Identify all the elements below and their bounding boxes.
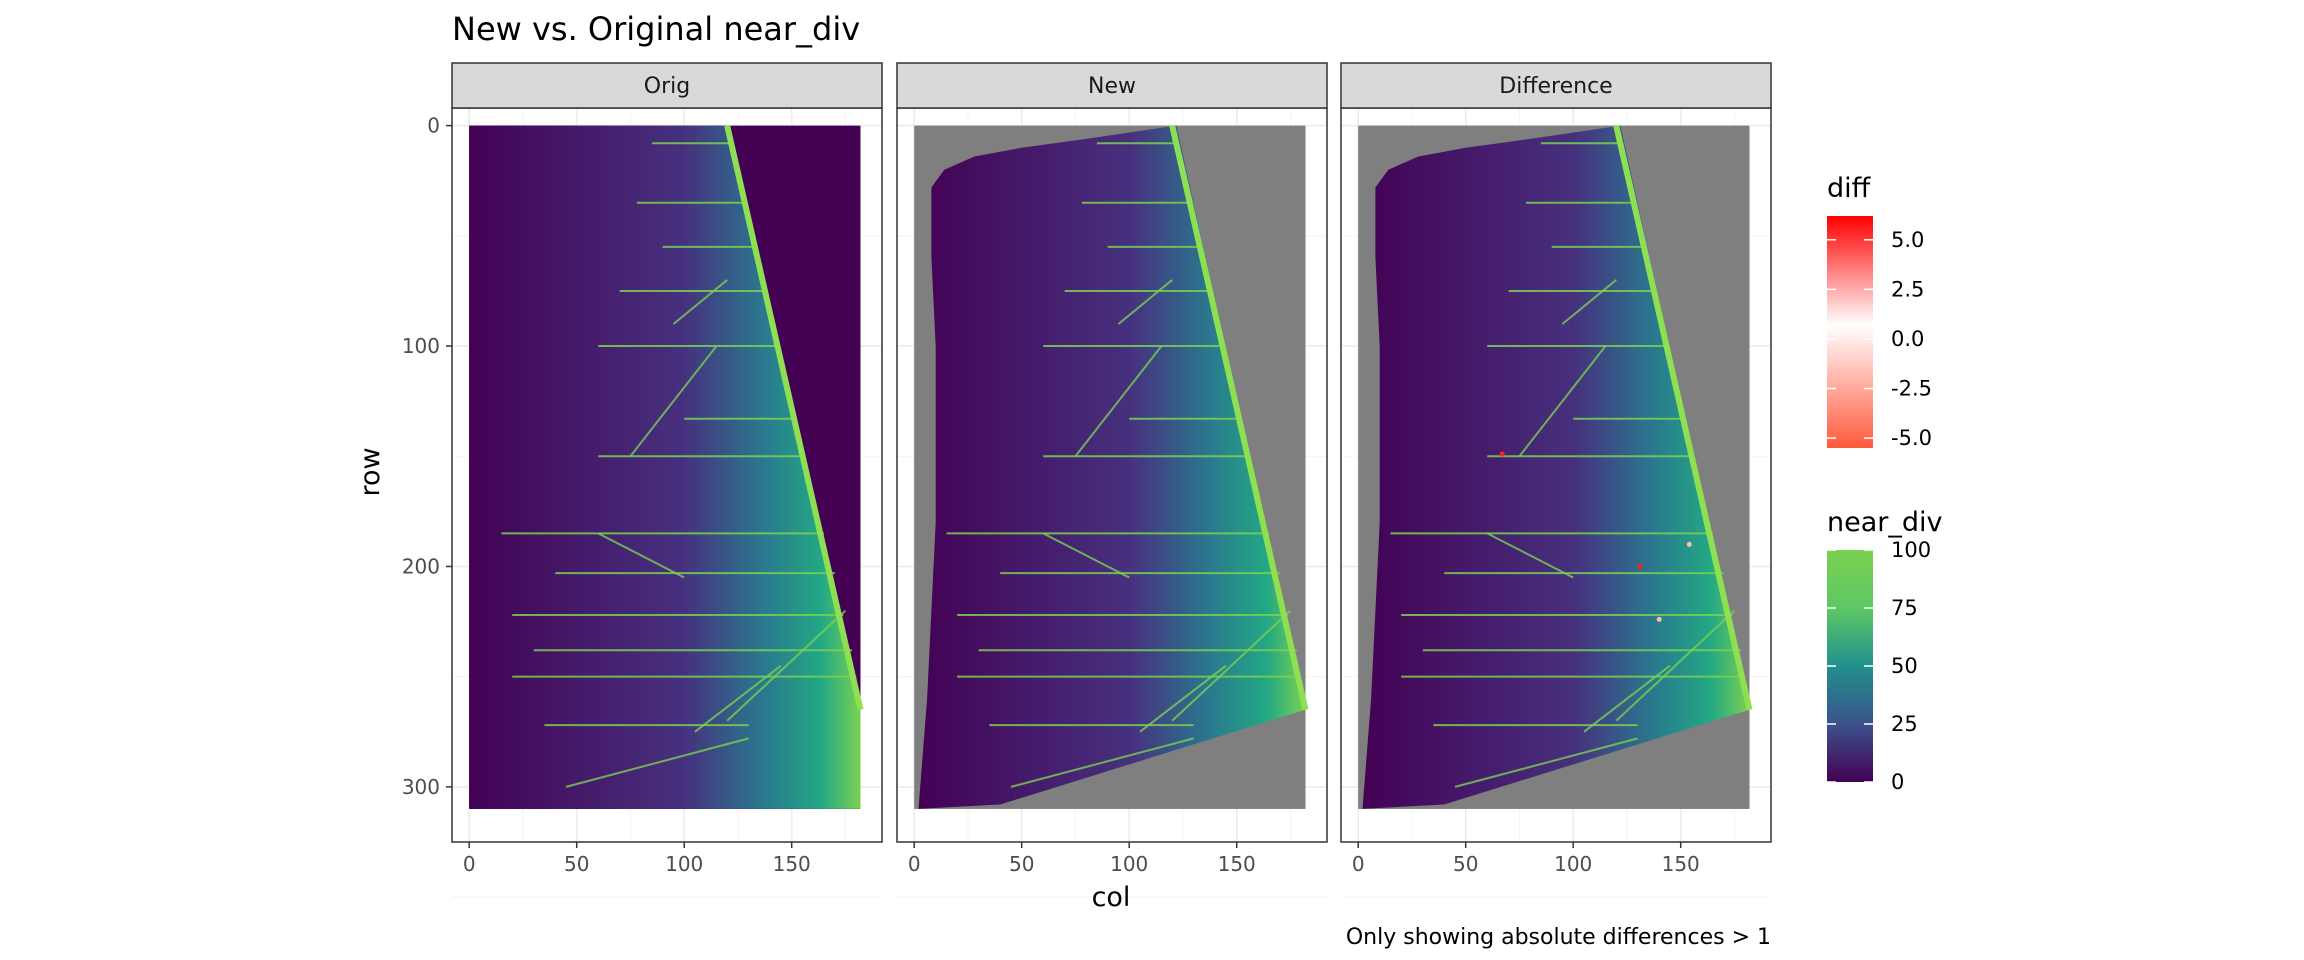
x-tick-label: 150 — [773, 852, 811, 876]
bright-diagonal — [1615, 609, 1736, 722]
legend-diff: diff 5.0 2.5 0.0 -2.5 -5.0 — [1827, 173, 1932, 450]
y-axis: 0 100 200 300 — [402, 114, 452, 799]
panel-orig: Orig 0 50 100 150 — [451, 62, 883, 898]
facet-strip-label: Difference — [1499, 74, 1612, 99]
diff-point — [1686, 541, 1692, 547]
facet-strip — [896, 62, 1328, 109]
legend-label: 0.0 — [1891, 327, 1924, 351]
legend-label: 75 — [1891, 596, 1918, 620]
bright-diagonal — [629, 345, 718, 457]
x-tick-label: 50 — [564, 852, 589, 876]
x-tick-label: 150 — [1662, 852, 1700, 876]
x-tick-label: 0 — [463, 852, 476, 876]
y-axis-title: row — [355, 447, 386, 496]
bright-diagonal — [726, 609, 847, 722]
bright-diagonal — [694, 664, 782, 733]
panel-difference: Difference 0 50 100 150 — [1340, 62, 1772, 898]
bright-edge — [724, 124, 864, 711]
x-tick-label: 0 — [908, 852, 921, 876]
panel-new: New 0 50 100 150 — [896, 62, 1328, 898]
panels: Orig 0 50 100 150 New 0 50 100 150 Difference 0 50 10… — [402, 62, 1772, 898]
x-tick-label: 100 — [1110, 852, 1148, 876]
legend-label: 100 — [1891, 538, 1931, 562]
bright-diagonal — [1117, 279, 1173, 325]
bright-diagonal — [1010, 737, 1194, 788]
bright-diagonal — [672, 279, 728, 325]
x-tick-label: 50 — [1453, 852, 1478, 876]
bright-diagonal — [1454, 737, 1638, 788]
x-axis-title: col — [1092, 882, 1131, 913]
facet-strip — [1340, 62, 1772, 109]
near-div-heatmap-region — [469, 125, 861, 809]
legend-label: 5.0 — [1891, 228, 1924, 252]
x-tick-label: 150 — [1218, 852, 1256, 876]
bright-diagonal — [565, 737, 749, 788]
bright-diagonal — [1486, 532, 1574, 579]
diff-point — [1499, 451, 1505, 457]
y-tick-label: 300 — [402, 775, 440, 799]
bright-diagonal — [1171, 609, 1292, 722]
legend-label: -5.0 — [1891, 426, 1932, 450]
caption: Only showing absolute differences > 1 — [1346, 925, 1771, 950]
bright-diagonal — [597, 532, 685, 579]
facet-strip-label: Orig — [644, 74, 690, 99]
bright-diagonal — [1074, 345, 1163, 457]
facet-strip — [451, 62, 883, 109]
bright-diagonal — [1139, 664, 1227, 733]
legend-label: 50 — [1891, 654, 1918, 678]
x-tick-label: 0 — [1352, 852, 1365, 876]
legend-label: 25 — [1891, 712, 1918, 736]
diff-point — [1656, 616, 1662, 622]
y-tick-label: 100 — [402, 334, 440, 358]
x-tick-label: 100 — [665, 852, 703, 876]
legend-title: diff — [1827, 173, 1872, 204]
legend-colorbar — [1827, 216, 1873, 448]
legend-title: near_div — [1827, 507, 1943, 538]
facet-strip-label: New — [1088, 74, 1136, 99]
bright-edge — [1613, 124, 1753, 711]
bright-diagonal — [1518, 345, 1607, 457]
x-tick-label: 50 — [1009, 852, 1034, 876]
raster-features — [501, 124, 864, 788]
x-tick-label: 100 — [1554, 852, 1592, 876]
bright-diagonal — [1561, 279, 1617, 325]
legend-label: -2.5 — [1891, 377, 1932, 401]
bright-edge — [1169, 124, 1309, 711]
chart-title: New vs. Original near_div — [452, 10, 860, 48]
y-tick-label: 200 — [402, 554, 440, 578]
y-tick-label: 0 — [427, 114, 440, 138]
raster-features — [946, 124, 1309, 788]
legend-label: 0 — [1891, 770, 1904, 794]
legend-label: 2.5 — [1891, 277, 1924, 301]
raster-features — [1390, 124, 1753, 788]
bright-diagonal — [1583, 664, 1671, 733]
bright-diagonal — [1042, 532, 1130, 579]
diff-point — [1637, 563, 1643, 569]
